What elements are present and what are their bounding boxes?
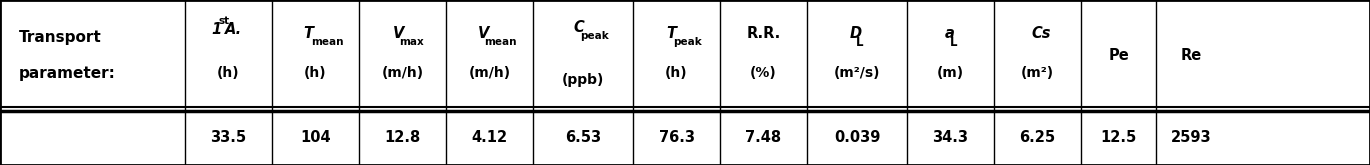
Text: T: T	[666, 26, 677, 41]
Text: a: a	[944, 26, 955, 41]
Text: 6.53: 6.53	[564, 130, 601, 145]
Text: parameter:: parameter:	[19, 66, 115, 81]
Text: 6.25: 6.25	[1019, 130, 1055, 145]
Text: (m²): (m²)	[1021, 66, 1054, 80]
Text: 34.3: 34.3	[933, 130, 969, 145]
Text: (h): (h)	[304, 66, 327, 80]
Text: max: max	[400, 37, 425, 47]
Text: 0.039: 0.039	[834, 130, 880, 145]
Text: 76.3: 76.3	[659, 130, 695, 145]
Text: (m/h): (m/h)	[381, 66, 423, 80]
Text: Pe: Pe	[1108, 48, 1129, 63]
Text: 104: 104	[300, 130, 330, 145]
Text: 4.12: 4.12	[471, 130, 507, 145]
Text: 7.48: 7.48	[745, 130, 781, 145]
Text: Transport: Transport	[19, 30, 101, 45]
Text: st: st	[218, 16, 230, 26]
Text: 2593: 2593	[1171, 130, 1211, 145]
Text: (m): (m)	[937, 66, 964, 80]
Text: Re: Re	[1181, 48, 1201, 63]
Text: 12.8: 12.8	[385, 130, 421, 145]
Text: V: V	[478, 26, 489, 41]
Text: 33.5: 33.5	[211, 130, 247, 145]
Text: R.R.: R.R.	[747, 26, 781, 41]
Text: (%): (%)	[751, 66, 777, 80]
Text: 12.5: 12.5	[1100, 130, 1137, 145]
Text: (h): (h)	[218, 66, 240, 80]
Text: peak: peak	[674, 37, 703, 47]
Text: L: L	[856, 36, 863, 49]
Text: (h): (h)	[666, 66, 688, 80]
Text: mean: mean	[311, 37, 344, 47]
Text: Cs: Cs	[1032, 26, 1051, 41]
Text: peak: peak	[580, 31, 608, 41]
Text: C: C	[573, 20, 584, 35]
Text: mean: mean	[485, 37, 516, 47]
Text: (m/h): (m/h)	[469, 66, 511, 80]
Text: V: V	[392, 26, 404, 41]
Text: L: L	[949, 36, 958, 49]
Text: (ppb): (ppb)	[562, 73, 604, 87]
Text: 1: 1	[211, 22, 222, 37]
Text: A.: A.	[225, 22, 241, 37]
Text: T: T	[304, 26, 314, 41]
Text: (m²/s): (m²/s)	[834, 66, 881, 80]
Text: D: D	[849, 26, 862, 41]
